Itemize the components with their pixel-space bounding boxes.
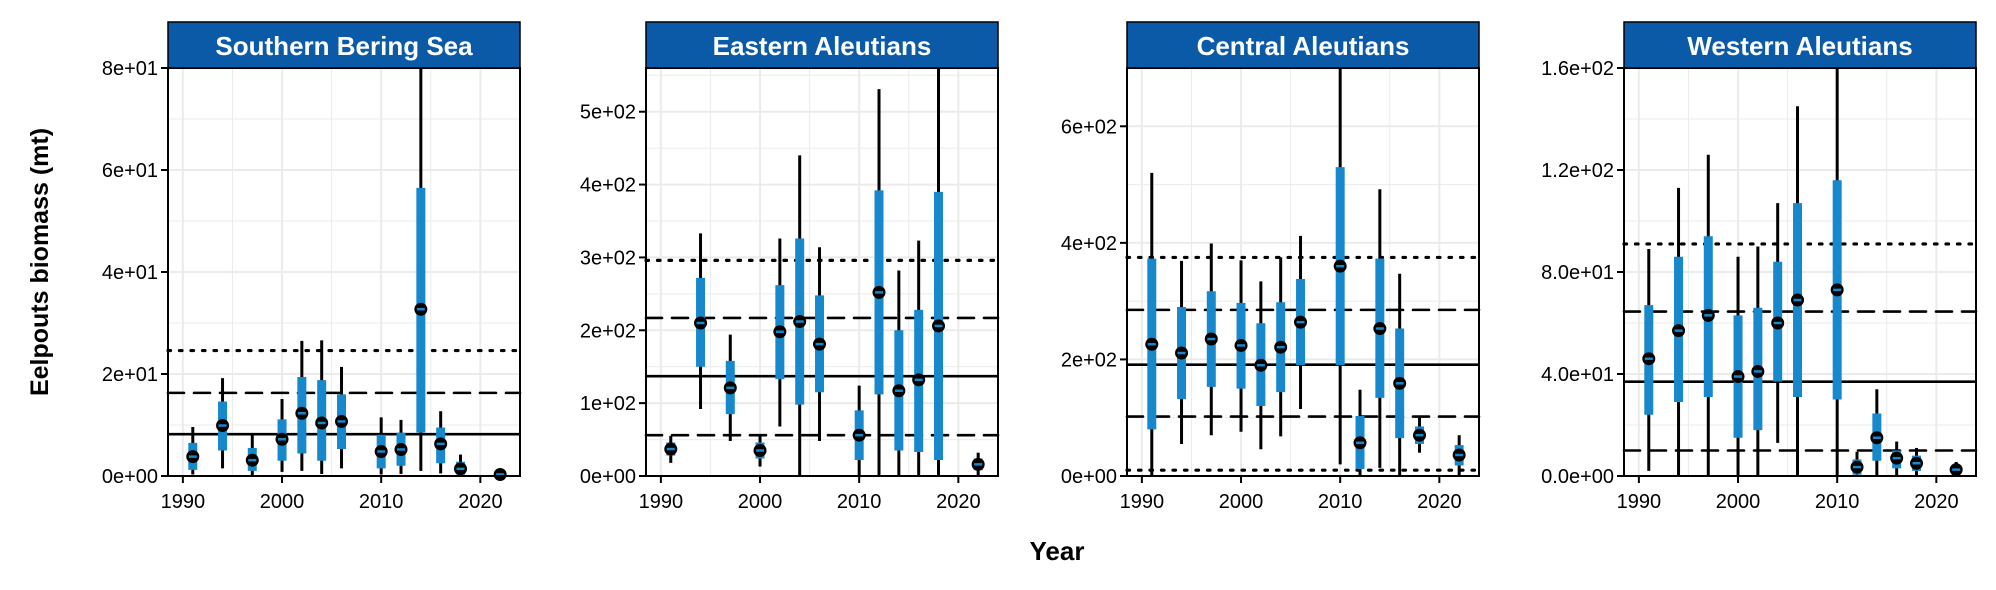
x-axis-title: Year	[1030, 536, 1085, 566]
panel-background	[646, 68, 998, 476]
x-tick-label: 1990	[1617, 491, 1662, 513]
y-tick-label: 0.0e+00	[1541, 466, 1614, 488]
y-tick-label: 4.0e+01	[1541, 364, 1614, 386]
y-tick-label: 1.6e+02	[1541, 58, 1614, 80]
y-tick-label: 5e+02	[580, 102, 636, 124]
x-tick-label: 2000	[1716, 491, 1761, 513]
x-tick-label: 2010	[359, 491, 404, 513]
panel-background	[1127, 68, 1479, 476]
y-tick-label: 2e+02	[1061, 349, 1117, 371]
y-axis-title: Eelpouts biomass (mt)	[26, 128, 54, 396]
x-tick-label: 2020	[458, 491, 503, 513]
x-tick-label: 1990	[1120, 491, 1165, 513]
x-tick-label: 2000	[1219, 491, 1264, 513]
panel-3: Central Aleutians 1990 2000 2010 2020 0e+00 2e…	[1061, 21, 1481, 513]
facet-strip	[1623, 21, 1977, 69]
y-tick-label: 6e+01	[102, 160, 158, 182]
x-tick-label: 2000	[260, 491, 305, 513]
y-tick-label: 1e+02	[580, 393, 636, 415]
facet-strip	[645, 21, 999, 69]
y-tick-label: 8.0e+01	[1541, 262, 1614, 284]
facet-strip	[167, 21, 521, 69]
panel-2: Eastern Aleutians 1990 2000 2010 2020 0e+00 1e…	[580, 21, 1000, 513]
x-tick-label: 2010	[1318, 491, 1363, 513]
facet-panels: Southern Bering Sea 1990 2000 2010 2020 0e+00…	[102, 21, 1978, 513]
y-tick-label: 0e+00	[102, 466, 158, 488]
y-tick-label: 2e+01	[102, 364, 158, 386]
y-tick-label: 4e+01	[102, 262, 158, 284]
y-tick-label: 0e+00	[580, 466, 636, 488]
y-tick-label: 4e+02	[1061, 233, 1117, 255]
panel-4: Western Aleutians 1990 2000 2010 2020 0.0e+00…	[1541, 21, 1978, 513]
facet-strip-title: Eastern Aleutians	[713, 31, 932, 61]
y-tick-label: 4e+02	[580, 175, 636, 197]
x-tick-label: 2020	[1914, 491, 1959, 513]
y-tick-label: 0e+00	[1061, 466, 1117, 488]
y-tick-label: 6e+02	[1061, 116, 1117, 138]
x-tick-label: 2020	[936, 491, 981, 513]
facet-strip-title: Western Aleutians	[1687, 31, 1912, 61]
x-tick-label: 1990	[639, 491, 684, 513]
x-tick-label: 2010	[1815, 491, 1860, 513]
y-tick-label: 8e+01	[102, 58, 158, 80]
facet-strip-title: Southern Bering Sea	[215, 31, 473, 61]
x-tick-label: 1990	[161, 491, 206, 513]
x-tick-label: 2010	[837, 491, 882, 513]
y-tick-label: 2e+02	[580, 320, 636, 342]
y-tick-label: 3e+02	[580, 247, 636, 269]
panel-1: Southern Bering Sea 1990 2000 2010 2020 0e+00…	[102, 21, 522, 513]
facet-strip	[1126, 21, 1480, 69]
y-tick-label: 1.2e+02	[1541, 160, 1614, 182]
facet-strip-title: Central Aleutians	[1197, 31, 1410, 61]
x-tick-label: 2000	[738, 491, 783, 513]
x-tick-label: 2020	[1417, 491, 1462, 513]
